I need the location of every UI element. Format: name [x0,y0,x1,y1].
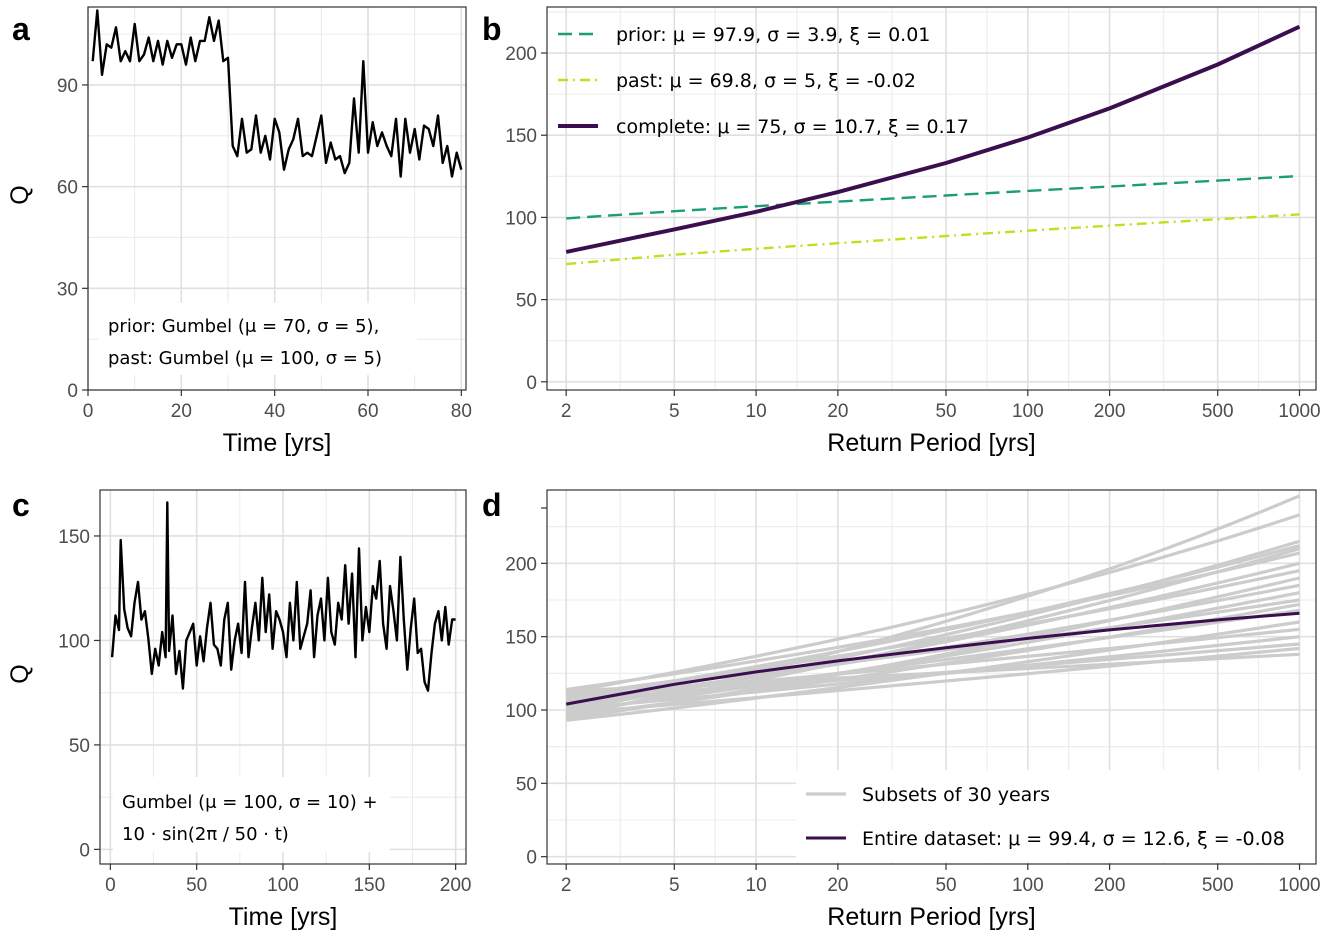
y-tick-label: 100 [505,208,537,229]
series-line-1 [91,9,463,178]
y-tick-label: 0 [526,373,537,394]
series-line-1 [566,174,1300,220]
subset-line [565,551,1300,692]
series-line-3 [565,24,1301,254]
y-axis-title: Q [6,664,34,683]
legend-label: past: μ = 69.8, σ = 5, ξ = -0.02 [616,70,916,92]
y-tick-label: 150 [58,527,90,548]
panel-b: prior: μ = 97.9, σ = 3.9, ξ = 0.01 past: … [482,6,1321,457]
plot-frame [546,489,1317,865]
x-tick-label: 100 [1012,875,1044,896]
legend-label: complete: μ = 75, σ = 10.7, ξ = 0.17 [616,116,969,138]
series-line-1 [110,501,456,692]
x-tick-label: 10 [746,875,767,896]
x-tick-label: 5 [669,875,680,896]
legend-label: Entire dataset: μ = 99.4, σ = 12.6, ξ = … [862,828,1285,850]
series-line-2 [566,213,1300,266]
y-tick-label: 50 [516,774,537,795]
x-tick-label: 20 [827,875,848,896]
x-tick-label: 1000 [1278,875,1320,896]
y-tick-label: 200 [505,44,537,65]
y-axis-title: Q [6,185,34,204]
y-tick-label: 90 [57,76,78,97]
plot-frame [87,6,467,391]
x-tick-label: 50 [935,401,956,422]
y-tick-label: 150 [505,126,537,147]
y-tick-label: 30 [57,279,78,300]
y-tick-label: 60 [57,178,78,199]
subset-line [565,569,1300,697]
annotation-line-2: 10 · sin(2π / 50 · t) [122,824,289,845]
y-tick-label: 200 [505,554,537,575]
y-tick-label: 50 [69,736,90,757]
annotation-line-2: past: Gumbel (μ = 100, σ = 5) [108,348,382,369]
panel-tag-c: c [12,487,30,523]
x-tick-label: 0 [83,401,94,422]
x-axis-title: Return Period [yrs] [827,903,1035,931]
x-tick-label: 50 [935,875,956,896]
annotation-line-1: prior: Gumbel (μ = 70, σ = 5), [108,316,379,337]
x-axis-title: Time [yrs] [223,429,332,457]
x-tick-label: 0 [105,875,116,896]
x-tick-label: 500 [1202,401,1234,422]
x-tick-label: 200 [1094,875,1126,896]
x-tick-label: 5 [669,401,680,422]
x-tick-label: 60 [357,401,378,422]
y-tick-label: 100 [505,701,537,722]
subset-line [566,652,1300,693]
legend-box [796,770,1316,862]
x-tick-label: 200 [440,875,472,896]
annotation-box [99,303,417,375]
x-tick-label: 20 [827,401,848,422]
x-tick-label: 200 [1094,401,1126,422]
panel-tag-a: a [12,11,30,47]
annotation-line-1: Gumbel (μ = 100, σ = 10) + [122,792,378,813]
plot-frame [546,6,1317,391]
x-tick-label: 500 [1202,875,1234,896]
x-tick-label: 100 [267,875,299,896]
x-axis-title: Return Period [yrs] [827,429,1035,457]
x-tick-label: 2 [561,875,572,896]
y-tick-label: 50 [516,291,537,312]
annotation-box [113,777,390,852]
subset-line [566,627,1300,699]
x-tick-label: 1000 [1278,401,1320,422]
x-tick-label: 80 [451,401,472,422]
y-tick-label: 0 [79,840,90,861]
y-tick-label: 0 [526,848,537,869]
panel-tag-b: b [482,11,502,47]
panel-a: prior: Gumbel (μ = 70, σ = 5), past: Gum… [6,6,472,457]
panel-d: Subsets of 30 years Entire dataset: μ = 9… [482,487,1321,931]
x-tick-label: 20 [171,401,192,422]
x-tick-label: 150 [353,875,385,896]
y-tick-label: 100 [58,631,90,652]
subset-line [566,591,1300,714]
x-axis-title: Time [yrs] [229,903,338,931]
legend-label: Subsets of 30 years [862,784,1050,806]
subset-line [565,513,1300,694]
x-tick-label: 40 [264,401,285,422]
panel-tag-d: d [482,487,502,523]
y-tick-label: 150 [505,628,537,649]
x-tick-label: 50 [186,875,207,896]
legend-label: prior: μ = 97.9, σ = 3.9, ξ = 0.01 [616,24,930,46]
x-tick-label: 10 [746,401,767,422]
series-line-entire-dataset [565,611,1300,706]
y-tick-label: 0 [67,381,78,402]
x-tick-label: 2 [561,401,572,422]
x-tick-label: 100 [1012,401,1044,422]
panel-c: Gumbel (μ = 100, σ = 10) + 10 · sin(2π /… [6,487,471,931]
